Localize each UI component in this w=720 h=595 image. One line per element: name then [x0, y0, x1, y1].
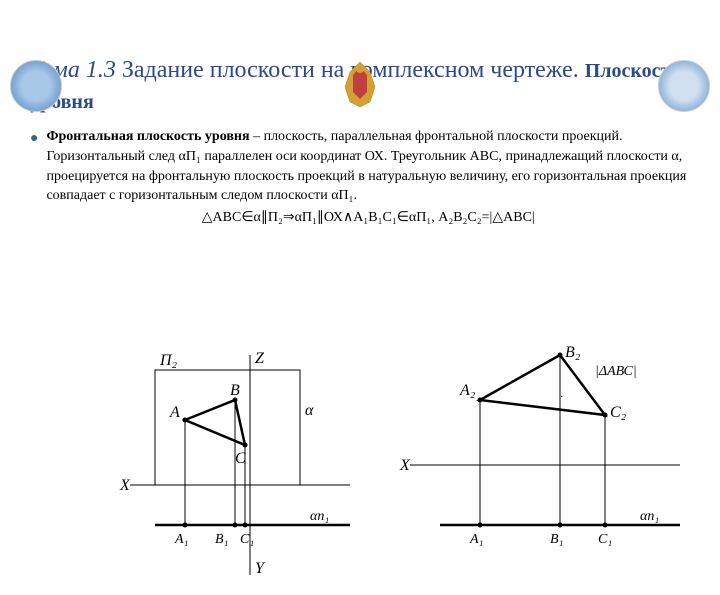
label-C: С	[235, 450, 246, 467]
diagrams-area: X Z Y П₂ А В С α А₁	[0, 345, 720, 585]
emblem-eagle	[335, 57, 385, 112]
body-text: Фронтальная плоскость уровня – плоскость…	[46, 127, 690, 227]
label-X: X	[119, 477, 131, 494]
label-aP1r: αп₁	[640, 509, 659, 524]
logo-right	[658, 60, 710, 112]
label-Z: Z	[255, 350, 265, 367]
diagram-left: X Z Y П₂ А В С α А₁	[119, 350, 350, 577]
formula: △АВС∈α∥П₂⇒αП₁∥ОХ∧А₁В₁С₁∈αП₁, А₂В₂С₂=|△АВ…	[46, 208, 690, 228]
logo-left	[10, 60, 62, 112]
label-ABC: |ΔАВС|	[595, 364, 637, 379]
body-block: ● Фронтальная плоскость уровня – плоскос…	[30, 127, 690, 227]
label-B2: В₂	[565, 345, 581, 361]
label-P2: П₂	[159, 352, 178, 369]
diagram-right: X А₂ В₂ С₂ |ΔАВС| · А₁ В₁ С₁ αп₁	[399, 345, 680, 547]
label-Xr: X	[399, 457, 411, 474]
label-Y: Y	[255, 560, 266, 577]
label-A: А	[169, 404, 180, 421]
label-A2: А₂	[459, 382, 476, 399]
label-aP1-left: αп₁	[310, 509, 329, 524]
label-B: В	[230, 382, 240, 399]
label-C2: С₂	[610, 404, 627, 421]
label-alpha: α	[305, 402, 314, 419]
bullet-icon: ●	[30, 129, 38, 227]
body-lead: Фронтальная плоскость уровня	[46, 129, 249, 144]
